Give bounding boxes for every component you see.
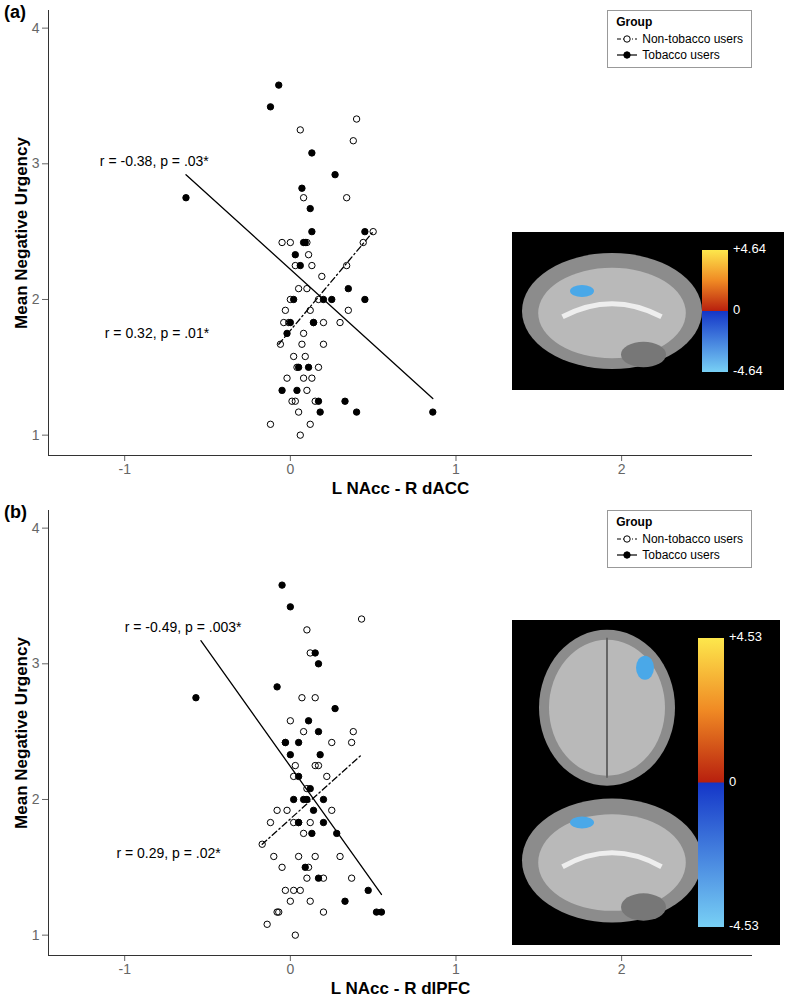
- svg-text:L NAcc - R dlPFC: L NAcc - R dlPFC: [331, 979, 470, 998]
- svg-text:r = -0.38, p = .03*: r = -0.38, p = .03*: [100, 153, 210, 169]
- svg-text:2: 2: [618, 961, 626, 977]
- svg-text:-4.53: -4.53: [729, 918, 759, 933]
- svg-text:r = 0.32, p = .01*: r = 0.32, p = .01*: [105, 325, 210, 341]
- svg-text:4: 4: [32, 20, 40, 36]
- html-text:(b): (b): [4, 502, 27, 522]
- svg-text:3: 3: [32, 155, 40, 171]
- svg-text:Mean Negative Urgency: Mean Negative Urgency: [12, 637, 31, 829]
- html-text:Tobacco users: Tobacco users: [642, 548, 720, 562]
- svg-text:-4.64: -4.64: [733, 363, 763, 378]
- svg-text:2: 2: [32, 791, 40, 807]
- svg-text:1: 1: [452, 461, 460, 477]
- html-text:Group: Group: [616, 15, 653, 29]
- svg-text:2: 2: [32, 291, 40, 307]
- svg-text:0: 0: [286, 461, 294, 477]
- svg-text:+4.64: +4.64: [733, 241, 766, 256]
- svg-text:r = 0.29, p = .02*: r = 0.29, p = .02*: [116, 845, 221, 861]
- svg-text:1: 1: [32, 927, 40, 943]
- svg-text:0: 0: [733, 302, 740, 317]
- svg-text:-1: -1: [118, 961, 131, 977]
- html-text:Tobacco users: Tobacco users: [642, 48, 720, 62]
- svg-text:+4.53: +4.53: [729, 629, 762, 644]
- svg-text:4: 4: [32, 520, 40, 536]
- svg-text:1: 1: [452, 961, 460, 977]
- html-text:Group: Group: [616, 515, 653, 529]
- html-text:Non-tobacco users: Non-tobacco users: [642, 32, 743, 46]
- html-text:Non-tobacco users: Non-tobacco users: [642, 532, 743, 546]
- svg-text:2: 2: [618, 461, 626, 477]
- svg-text:3: 3: [32, 655, 40, 671]
- svg-text:1: 1: [32, 427, 40, 443]
- svg-text:r = -0.49, p = .003*: r = -0.49, p = .003*: [125, 619, 242, 635]
- svg-text:0: 0: [286, 961, 294, 977]
- svg-text:L NAcc - R dACC: L NAcc - R dACC: [332, 479, 470, 498]
- svg-text:0: 0: [729, 774, 736, 789]
- svg-text:Mean Negative Urgency: Mean Negative Urgency: [12, 137, 31, 329]
- svg-text:-1: -1: [118, 461, 131, 477]
- html-text:(a): (a): [4, 2, 26, 22]
